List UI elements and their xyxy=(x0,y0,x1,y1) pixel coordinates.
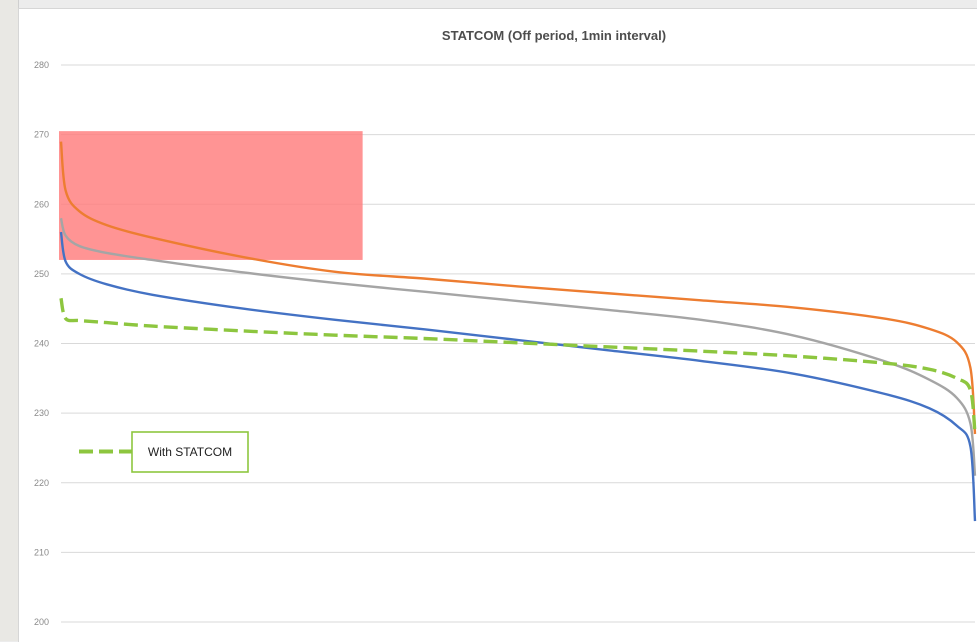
series-line-2[interactable] xyxy=(59,217,977,476)
legend-label-with-statcom: With STATCOM xyxy=(148,445,232,459)
y-tick-label: 210 xyxy=(34,547,49,557)
y-tick-label: 250 xyxy=(34,269,49,279)
y-axis: 200 210 220 230 240 250 260 270 280 xyxy=(34,60,49,627)
series-lines xyxy=(59,141,977,522)
y-tick-label: 270 xyxy=(34,130,49,140)
y-tick-label: 260 xyxy=(34,199,49,209)
legend-box xyxy=(131,431,249,473)
series-line-3[interactable] xyxy=(59,231,977,522)
y-tick-label: 280 xyxy=(34,60,49,70)
chart-title: STATCOM (Off period, 1min interval) xyxy=(442,28,666,43)
series-line-1[interactable] xyxy=(59,141,977,435)
legend[interactable]: With STATCOM xyxy=(79,431,249,473)
y-tick-label: 220 xyxy=(34,478,49,488)
chart-area[interactable] xyxy=(18,8,977,642)
y-tick-label: 200 xyxy=(34,617,49,627)
highlight-rectangle xyxy=(59,131,363,260)
y-tick-label: 240 xyxy=(34,339,49,349)
highlight-region xyxy=(59,131,363,260)
y-tick-label: 230 xyxy=(34,408,49,418)
series-line-with-statcom[interactable] xyxy=(59,297,977,435)
